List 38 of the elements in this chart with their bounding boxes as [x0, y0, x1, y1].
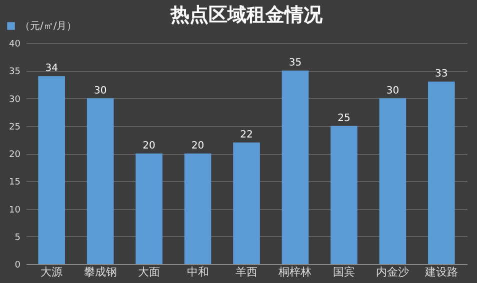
data-label: 20: [191, 140, 204, 152]
bar: [184, 154, 212, 264]
bar: [136, 154, 162, 264]
data-label: 33: [435, 68, 448, 80]
y-tick-label: 0: [14, 260, 21, 270]
x-tick-label: 建设路: [424, 266, 458, 278]
x-tick-label: 羊西: [236, 266, 258, 278]
data-label: 25: [338, 112, 350, 124]
data-label: 35: [288, 58, 302, 69]
y-tick-label: 35: [9, 67, 20, 78]
bar: [282, 70, 309, 264]
y-tick-label: 40: [9, 40, 21, 50]
x-tick-label: 大源: [40, 266, 63, 278]
bar: [38, 76, 65, 264]
x-tick-label: 国宾: [332, 266, 355, 278]
y-tick-label: 5: [14, 232, 20, 243]
x-tick-label: 中和: [186, 266, 209, 278]
data-label: 30: [94, 85, 107, 96]
bar: [330, 126, 358, 264]
data-label: 30: [386, 85, 400, 96]
bar: [428, 82, 455, 264]
bar: [86, 98, 114, 264]
y-tick-label: 20: [9, 150, 21, 160]
y-tick-label: 15: [9, 178, 20, 188]
bar: [233, 142, 260, 264]
bar: [379, 98, 406, 264]
chart-title: 热点区域租金情况: [170, 4, 324, 26]
y-tick-label: 30: [9, 94, 21, 105]
x-tick-label: 桐梓林: [278, 266, 312, 278]
legend-label: （元/㎡/月）: [20, 21, 77, 32]
data-label: 22: [240, 129, 253, 140]
data-label: 34: [45, 63, 58, 74]
x-tick-label: 内金沙: [376, 266, 410, 278]
x-tick-label: 攀成钢: [84, 266, 117, 278]
data-label: 20: [142, 140, 156, 152]
y-tick-label: 10: [9, 205, 21, 216]
x-tick-label: 大面: [138, 266, 160, 278]
y-tick-label: 25: [9, 122, 20, 132]
